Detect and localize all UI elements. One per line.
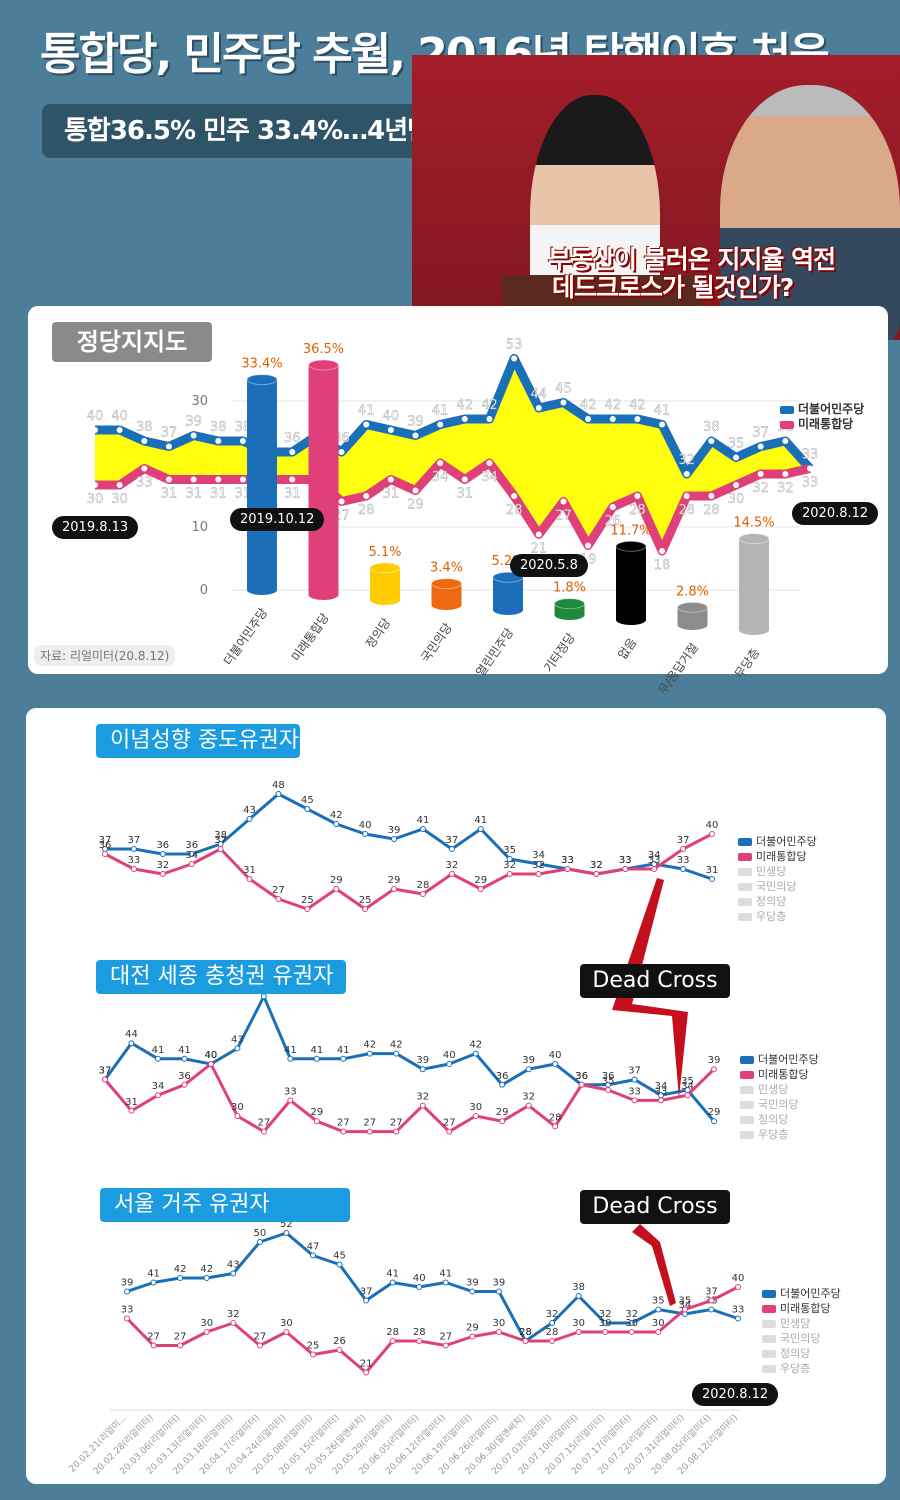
legend-item: 더불어민주당: [740, 1052, 819, 1067]
date-pill-start: 2019.8.13: [52, 516, 139, 539]
legend-label: 국민의당: [756, 880, 797, 893]
section-title-chungcheong: 대전 세종 충청권 유권자: [96, 960, 346, 994]
legend-item-tonghap: 미래통합당: [780, 417, 864, 432]
legend-label: 민생당: [758, 1083, 789, 1096]
legend-label: 정의당: [780, 1347, 811, 1360]
legend-chungcheong: 더불어민주당 미래통합당 민생당 국민의당 정의당 우당층: [740, 1052, 819, 1142]
legend-label: 미래통합당: [758, 1068, 809, 1081]
photo-politicians: [412, 55, 900, 340]
legend-item: 민생당: [762, 1316, 841, 1331]
legend-item: 우당층: [738, 909, 817, 924]
legend-label: 더불어민주당: [758, 1053, 819, 1066]
legend-item: 정의당: [740, 1112, 819, 1127]
legend-item: 더불어민주당: [762, 1286, 841, 1301]
chart1-legend: 더불어민주당 미래통합당: [780, 402, 864, 432]
legend-label: 우당층: [780, 1362, 811, 1375]
legend-item: 민생당: [740, 1082, 819, 1097]
legend-label-tonghap: 미래통합당: [798, 417, 854, 431]
legend-item: 국민의당: [738, 879, 817, 894]
legend-label: 정의당: [758, 1113, 789, 1126]
legend-item: 더불어민주당: [738, 834, 817, 849]
date-pill-mid: 2019.10.12: [230, 508, 325, 531]
legend-label: 민생당: [780, 1317, 811, 1330]
chart-badge: 정당지지도: [52, 322, 212, 362]
legend-label: 우당층: [756, 910, 787, 923]
legend-label: 민생당: [756, 865, 787, 878]
photo-caption: 부동산이 불러온 지지율 역전 데드크로스가 될것인가?: [548, 245, 836, 302]
dead-cross-label-1: Dead Cross: [580, 964, 730, 998]
legend-label-minjoo: 더불어민주당: [798, 402, 865, 416]
legend-label: 우당층: [758, 1128, 789, 1141]
caption-line-2: 데드크로스가 될것인가?: [552, 273, 794, 302]
legend-item: 민생당: [738, 864, 817, 879]
legend-label: 국민의당: [758, 1098, 799, 1111]
legend-item: 미래통합당: [738, 849, 817, 864]
end-date-pill: 2020.8.12: [692, 1383, 779, 1406]
legend-centrist: 더불어민주당 미래통합당 민생당 국민의당 정의당 우당층: [738, 834, 817, 924]
legend-item: 우당층: [740, 1127, 819, 1142]
legend-item: 국민의당: [740, 1097, 819, 1112]
legend-label: 더불어민주당: [780, 1287, 841, 1300]
legend-item: 국민의당: [762, 1331, 841, 1346]
caption-line-1: 부동산이 불러온 지지율 역전: [548, 245, 836, 274]
legend-item: 우당층: [762, 1361, 841, 1376]
legend-seoul: 더불어민주당 미래통합당 민생당 국민의당 정의당 우당층: [762, 1286, 841, 1376]
section-title-seoul: 서울 거주 유권자: [100, 1188, 350, 1222]
legend-item: 미래통합당: [740, 1067, 819, 1082]
section-title-centrist: 이념성향 중도유권자: [96, 724, 300, 758]
legend-label: 미래통합당: [780, 1302, 831, 1315]
date-pill-dip: 2020.5.8: [510, 554, 588, 577]
source-note: 자료: 리얼미터(20.8.12): [34, 645, 176, 666]
person-right-figure: [720, 85, 900, 340]
dead-cross-label-2: Dead Cross: [580, 1190, 730, 1224]
date-pill-end: 2020.8.12: [792, 502, 879, 525]
legend-label: 국민의당: [780, 1332, 821, 1345]
legend-label: 미래통합당: [756, 850, 807, 863]
legend-item-minjoo: 더불어민주당: [780, 402, 864, 417]
legend-item: 정의당: [762, 1346, 841, 1361]
legend-label: 정의당: [756, 895, 787, 908]
legend-item: 미래통합당: [762, 1301, 841, 1316]
legend-label: 더불어민주당: [756, 835, 817, 848]
legend-item: 정의당: [738, 894, 817, 909]
